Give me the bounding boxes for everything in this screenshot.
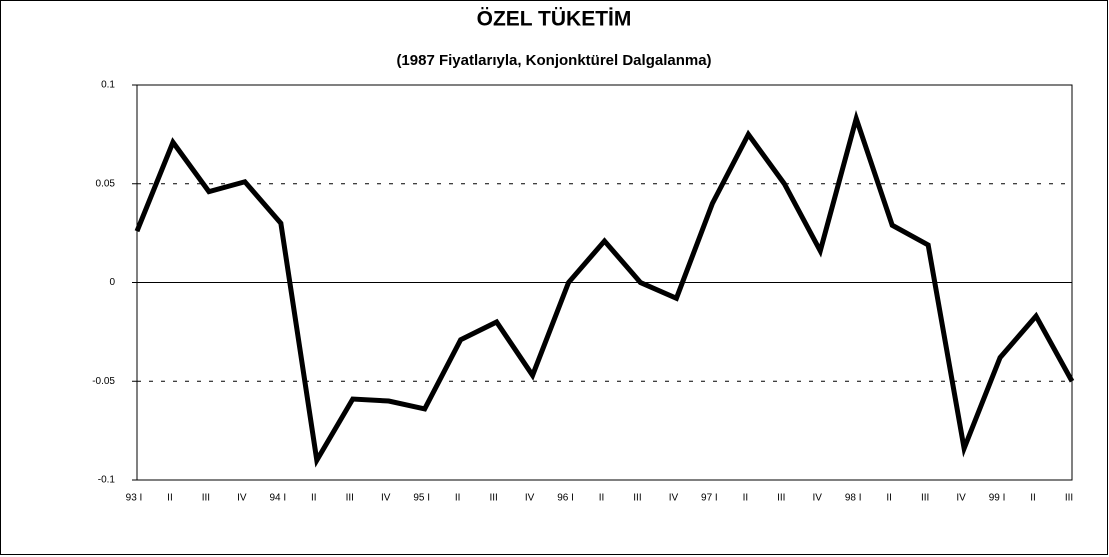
- x-tick-label: II: [311, 493, 317, 504]
- x-tick-label: III: [1065, 493, 1073, 504]
- x-tick-label: III: [202, 493, 210, 504]
- x-tick-label: 99 I: [989, 493, 1006, 504]
- x-tick-label: III: [921, 493, 929, 504]
- x-tick-label: III: [633, 493, 641, 504]
- x-tick-label: II: [743, 493, 749, 504]
- x-tick-label: III: [777, 493, 785, 504]
- x-tick-label: II: [886, 493, 892, 504]
- x-tick-label: IV: [669, 493, 679, 504]
- x-tick-label: 98 I: [845, 493, 862, 504]
- y-tick-label: 0: [109, 277, 115, 288]
- x-tick-label: IV: [525, 493, 535, 504]
- x-tick-label: II: [455, 493, 461, 504]
- y-tick-label: 0.1: [101, 80, 115, 91]
- y-tick-label: -0.1: [98, 475, 116, 486]
- x-tick-label: II: [167, 493, 173, 504]
- chart-title: ÖZEL TÜKETİM: [477, 8, 632, 31]
- x-tick-label: 94 I: [270, 493, 287, 504]
- x-tick-label: IV: [956, 493, 966, 504]
- x-tick-label: 97 I: [701, 493, 718, 504]
- chart-subtitle: (1987 Fiyatlarıyla, Konjonktürel Dalgala…: [396, 52, 711, 69]
- x-tick-label: II: [599, 493, 605, 504]
- x-tick-label: IV: [813, 493, 823, 504]
- x-tick-label: IV: [237, 493, 247, 504]
- x-tick-label: IV: [381, 493, 391, 504]
- x-tick-label: 96 I: [557, 493, 574, 504]
- x-tick-label: 93 I: [126, 493, 143, 504]
- x-tick-label: III: [489, 493, 497, 504]
- x-tick-label: 95 I: [413, 493, 430, 504]
- x-tick-label: III: [346, 493, 354, 504]
- y-tick-label: 0.05: [96, 178, 116, 189]
- x-tick-label: II: [1030, 493, 1036, 504]
- y-tick-label: -0.05: [92, 376, 115, 387]
- line-series: [134, 109, 1075, 468]
